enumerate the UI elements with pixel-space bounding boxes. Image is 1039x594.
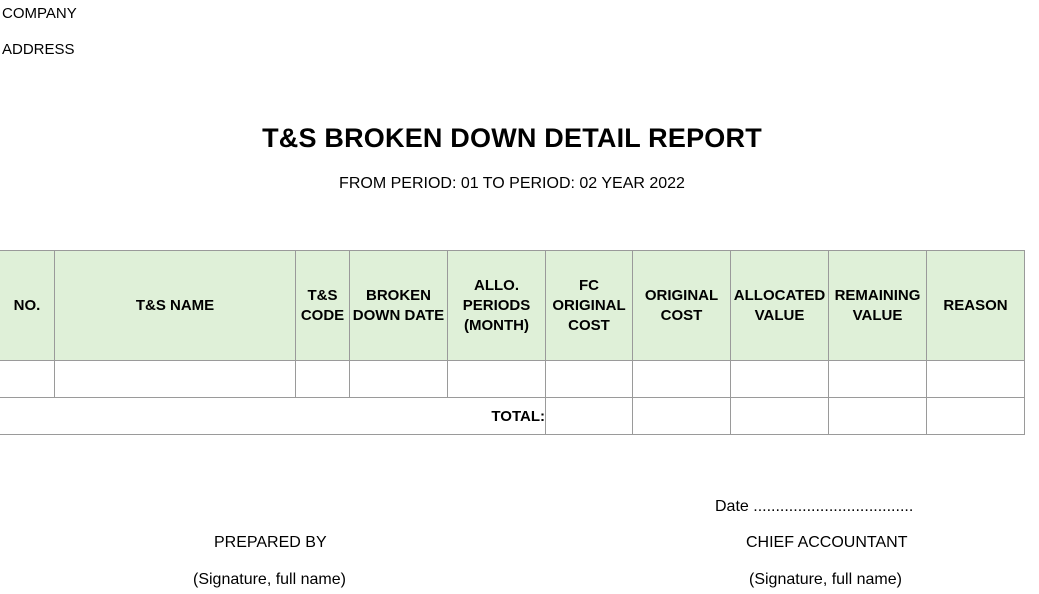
signature-right: (Signature, full name): [749, 571, 902, 588]
table-cell: [632, 360, 731, 398]
table-cell: [54, 360, 296, 398]
header-line: (MONTH): [464, 316, 529, 334]
header-line: VALUE: [754, 306, 805, 324]
header-line: COST: [568, 316, 610, 334]
table-cell: [828, 360, 927, 398]
table-cell: [0, 360, 55, 398]
table-row: [0, 360, 1025, 398]
header-line: ORIGINAL: [644, 286, 719, 304]
table-cell: [926, 360, 1025, 398]
table-cell: [545, 397, 633, 435]
header-line: CODE: [300, 306, 345, 324]
header-line: T&S NAME: [135, 296, 215, 314]
address-label: ADDRESS: [2, 41, 75, 58]
column-header-remaining-value: REMAINING VALUE: [828, 250, 927, 361]
column-header-reason: REASON: [926, 250, 1025, 361]
header-line: NO.: [13, 296, 41, 314]
prepared-by-label: PREPARED BY: [214, 534, 327, 551]
table-cell: [632, 397, 731, 435]
report-table: NO. T&S NAME T&S CODE BROKEN DOWN DATE ALL…: [0, 250, 1025, 435]
header-line: ALLO.: [474, 276, 519, 294]
header-line: FC: [579, 276, 599, 294]
table-cell: [545, 360, 633, 398]
header-line: PERIODS: [462, 296, 531, 314]
header-line: VALUE: [852, 306, 903, 324]
chief-accountant-label: CHIEF ACCOUNTANT: [746, 534, 908, 551]
table-cell: [447, 360, 546, 398]
column-header-ts-name: T&S NAME: [54, 250, 296, 361]
column-header-original-cost: ORIGINAL COST: [632, 250, 731, 361]
table-cell: [295, 360, 350, 398]
header-line: ORIGINAL: [552, 296, 626, 314]
table-cell: [730, 360, 829, 398]
column-header-no: NO.: [0, 250, 55, 361]
table-cell: [926, 397, 1025, 435]
signature-left: (Signature, full name): [193, 571, 346, 588]
table-header-row: NO. T&S NAME T&S CODE BROKEN DOWN DATE ALL…: [0, 250, 1025, 361]
column-header-allo-periods: ALLO. PERIODS (MONTH): [447, 250, 546, 361]
report-period: FROM PERIOD: 01 TO PERIOD: 02 YEAR 2022: [339, 175, 685, 192]
header-line: T&S: [307, 286, 338, 304]
header-line: REMAINING: [834, 286, 921, 304]
header-line: REASON: [943, 296, 1008, 314]
report-title: T&S BROKEN DOWN DETAIL REPORT: [262, 123, 762, 153]
column-header-broken-down-date: BROKEN DOWN DATE: [349, 250, 448, 361]
date-line: Date ...................................…: [715, 498, 914, 515]
table-cell: [349, 360, 448, 398]
column-header-allocated-value: ALLOCATED VALUE: [730, 250, 829, 361]
column-header-ts-code: T&S CODE: [295, 250, 350, 361]
header-line: DOWN DATE: [352, 306, 445, 324]
header-line: ALLOCATED: [733, 286, 826, 304]
column-header-fc-original-cost: FC ORIGINAL COST: [545, 250, 633, 361]
header-line: BROKEN: [365, 286, 431, 304]
table-cell: [730, 397, 829, 435]
total-label: TOTAL:: [0, 397, 546, 435]
header-line: COST: [660, 306, 703, 324]
company-label: COMPANY: [2, 5, 77, 22]
table-cell: [828, 397, 927, 435]
total-row: TOTAL:: [0, 397, 1025, 435]
